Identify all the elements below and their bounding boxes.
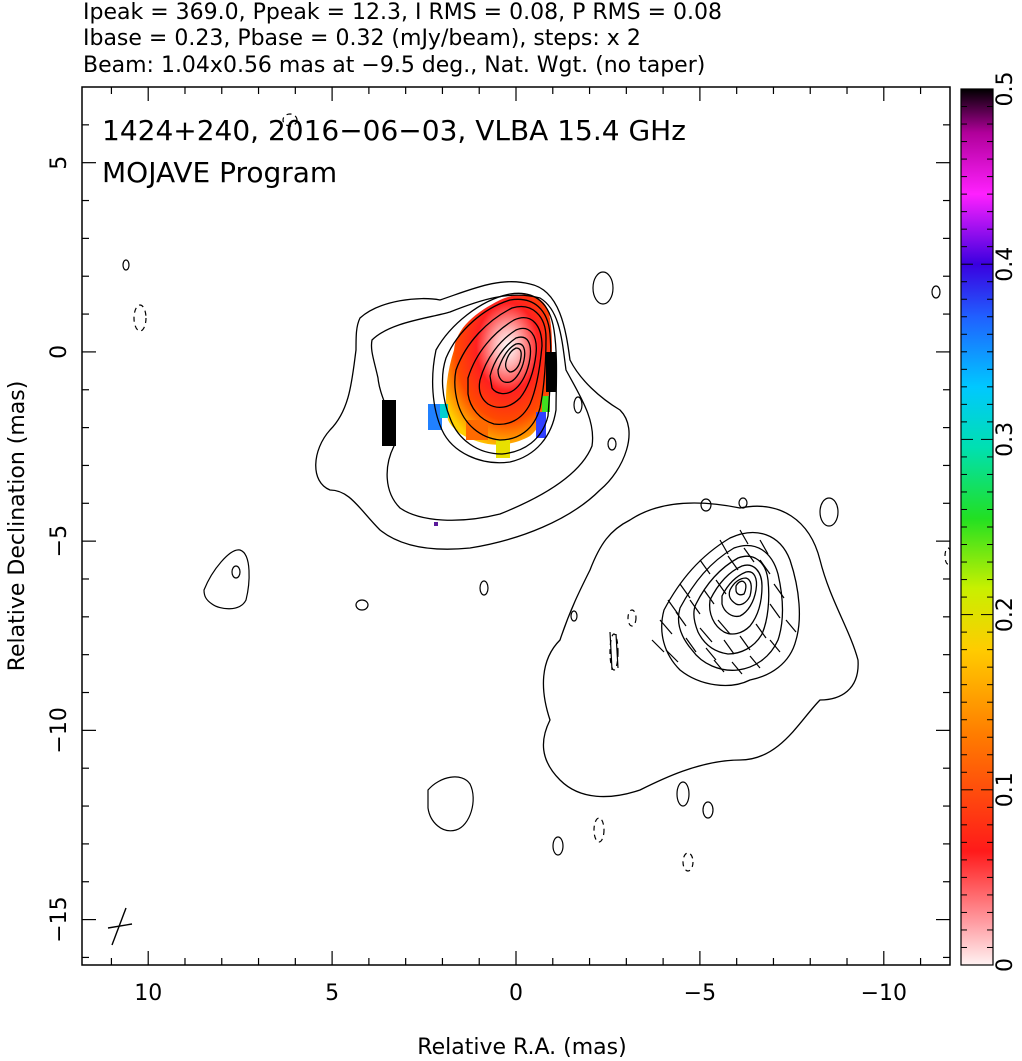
beam-marker bbox=[107, 907, 133, 946]
colorbar-tick-label: 0 bbox=[993, 958, 1018, 972]
chart-subtitle: MOJAVE Program bbox=[102, 156, 337, 189]
contours-core bbox=[315, 280, 630, 550]
contours-jet bbox=[542, 502, 859, 798]
contours-negative bbox=[133, 113, 950, 872]
y-tick-label: −5 bbox=[47, 525, 72, 557]
map-layer bbox=[122, 113, 950, 872]
polarization-pixels bbox=[542, 396, 550, 412]
polarization-pixels bbox=[434, 522, 438, 526]
polarization-pixels bbox=[428, 404, 442, 430]
colorbar-tick-label: 0.5 bbox=[993, 72, 1018, 107]
header-line-1: Ipeak = 369.0, Ppeak = 12.3, I RMS = 0.0… bbox=[83, 0, 722, 25]
plot-frame bbox=[81, 86, 951, 966]
x-tick-label: −10 bbox=[861, 981, 907, 1006]
polarization-vectors bbox=[609, 529, 797, 675]
contours-isolated bbox=[122, 259, 941, 856]
x-axis-label: Relative R.A. (mas) bbox=[417, 1035, 626, 1060]
colorbar-tick-label: 0.2 bbox=[993, 597, 1018, 632]
y-tick-label: −10 bbox=[47, 707, 72, 753]
colorbar-tick-label: 0.1 bbox=[993, 772, 1018, 807]
x-axis: 10 5 0 −5 −10 bbox=[110, 87, 922, 1006]
x-tick-label: 5 bbox=[325, 981, 339, 1006]
polarization-pixels bbox=[496, 440, 510, 458]
y-tick-label: 5 bbox=[47, 156, 72, 170]
polarization-pixels bbox=[466, 420, 488, 440]
colorbar-axis: 0 0.1 0.2 0.3 0.4 0.5 bbox=[961, 72, 1018, 972]
header-line-3: Beam: 1.04x0.56 mas at −9.5 deg., Nat. W… bbox=[83, 53, 705, 78]
colorbar-tick-label: 0.3 bbox=[993, 422, 1018, 457]
polarization-pixels bbox=[440, 404, 448, 418]
y-axis: 5 0 −5 −10 −15 bbox=[47, 124, 950, 959]
y-tick-label: −15 bbox=[47, 896, 72, 942]
polarization-pixels bbox=[382, 400, 396, 446]
y-tick-label: 0 bbox=[47, 345, 72, 359]
x-tick-label: 10 bbox=[134, 981, 162, 1006]
x-tick-label: −5 bbox=[684, 981, 716, 1006]
x-tick-label: 0 bbox=[509, 981, 523, 1006]
y-axis-label: Relative Declination (mas) bbox=[5, 381, 30, 672]
chart-title: 1424+240, 2016−06−03, VLBA 15.4 GHz bbox=[102, 114, 686, 147]
colorbar-tick-label: 0.4 bbox=[993, 247, 1018, 282]
header-line-2: Ibase = 0.23, Pbase = 0.32 (mJy/beam), s… bbox=[83, 26, 641, 51]
polarization-pixels bbox=[536, 412, 546, 438]
